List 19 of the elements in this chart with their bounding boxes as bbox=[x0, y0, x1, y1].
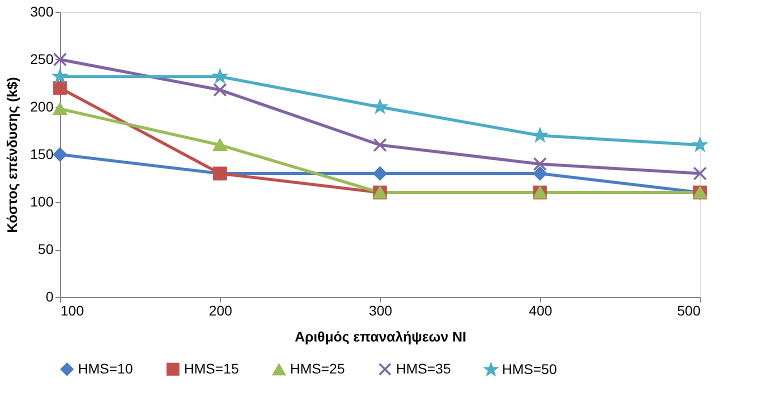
y-tick-label: 200 bbox=[30, 98, 54, 114]
x-tick-label: 400 bbox=[528, 302, 552, 318]
y-tick-label: 300 bbox=[30, 4, 54, 20]
y-tick-label: 50 bbox=[38, 241, 54, 257]
legend-label: HMS=25 bbox=[290, 360, 346, 377]
legend-label: HMS=50 bbox=[502, 360, 558, 377]
x-tick-label: 200 bbox=[208, 302, 232, 318]
x-axis-title: Αριθμός επαναλήψεων NI bbox=[294, 328, 466, 344]
y-tick-label: 100 bbox=[30, 194, 54, 210]
y-tick-label: 250 bbox=[30, 51, 54, 67]
y-axis-title: Κόστος επένδυσης (k$) bbox=[4, 77, 20, 233]
x-tick-label: 500 bbox=[677, 302, 701, 318]
legend-label: HMS=35 bbox=[396, 360, 452, 376]
x-tick-label: 300 bbox=[368, 302, 392, 318]
y-tick-label: 150 bbox=[30, 146, 54, 162]
legend-label: HMS=15 bbox=[184, 360, 240, 376]
x-tick-label: 100 bbox=[60, 302, 84, 318]
y-tick-label: 0 bbox=[46, 288, 54, 304]
legend-label: HMS=10 bbox=[78, 360, 134, 376]
